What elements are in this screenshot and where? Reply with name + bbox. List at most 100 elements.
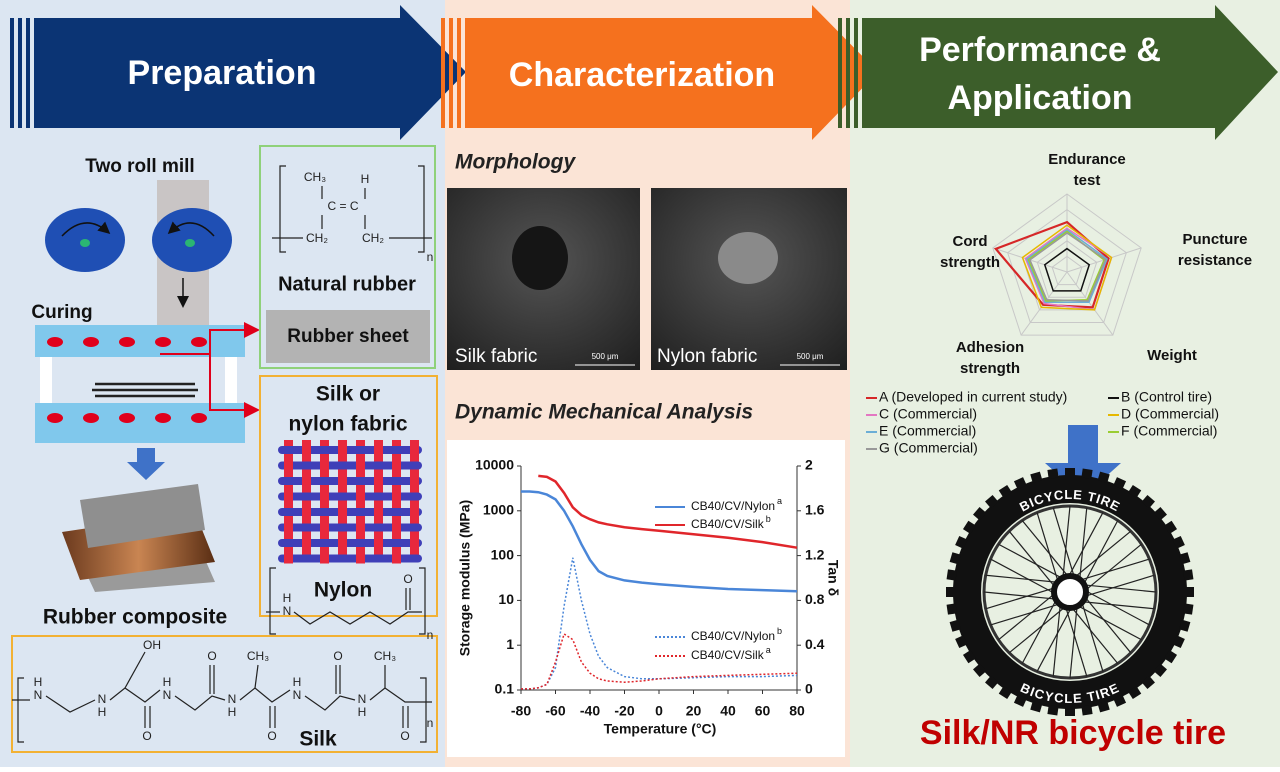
atom: H [293, 675, 302, 689]
y-tick-label: 10000 [475, 457, 514, 473]
yarn [338, 538, 347, 548]
connector [209, 354, 260, 418]
connector [160, 322, 260, 355]
legend-name: CB40/CV/Silk [691, 517, 765, 531]
box [259, 145, 436, 369]
spoke [1081, 601, 1104, 672]
x-tick-label: -60 [545, 703, 565, 719]
yarn [338, 440, 347, 562]
yarn [392, 491, 401, 502]
yarn [284, 460, 293, 471]
atom: H [98, 705, 107, 719]
yarn [278, 554, 422, 563]
fiber [512, 226, 568, 290]
yarn [410, 445, 419, 455]
spoke [1052, 603, 1061, 677]
y2-tick-label: 1.6 [805, 502, 825, 518]
scale: 500 μm [592, 352, 619, 361]
yarn [392, 460, 401, 471]
x-tick-label: 0 [655, 703, 663, 719]
atom: H [361, 172, 370, 186]
radar-series [1021, 224, 1113, 311]
structure [266, 567, 426, 635]
spoke [1084, 543, 1142, 592]
grid-ring [1007, 208, 1127, 323]
yarn [278, 539, 422, 547]
yarn [374, 476, 383, 486]
yarn [410, 507, 419, 517]
yarn [278, 508, 422, 516]
y-tick-label: 1000 [483, 502, 514, 518]
series-line [521, 632, 798, 690]
legend-entry: D (Commercial) [1121, 406, 1219, 422]
tread [1127, 484, 1142, 498]
legend-name: CB40/CV/Nylon [691, 629, 775, 643]
yarn [320, 553, 329, 564]
yarn [410, 440, 419, 562]
spoke [1070, 606, 1119, 664]
tread [1113, 694, 1127, 707]
yarn [338, 476, 347, 486]
spoke [1062, 505, 1071, 579]
arrow [127, 448, 165, 480]
yarn [278, 523, 422, 532]
rubber-sheet [266, 310, 430, 363]
atom: OH [143, 638, 161, 652]
tread [998, 686, 1013, 700]
spoke [1036, 606, 1073, 672]
panel-title: Performance & [919, 31, 1161, 69]
yarn [320, 522, 329, 533]
box [11, 635, 438, 753]
legend-superscript: a [766, 645, 771, 655]
tread [1153, 663, 1167, 677]
tread [1164, 649, 1178, 664]
hub [1051, 573, 1089, 611]
y-tick-label: 0.1 [495, 681, 515, 697]
tread [1183, 603, 1194, 615]
yarn [374, 440, 383, 562]
y-axis-label: Storage modulus (MPa) [457, 500, 473, 656]
legend-entry: G (Commercial) [879, 440, 978, 456]
atom: CH₂ [306, 231, 328, 245]
tread [962, 649, 976, 664]
yarn [278, 461, 422, 470]
axis-label: Adhesion [956, 339, 1024, 356]
series-line [538, 474, 798, 549]
yarn [410, 476, 419, 486]
spoke [998, 592, 1056, 641]
spoke [1073, 530, 1132, 579]
caption: Nylon fabric [657, 346, 757, 367]
yarn [302, 440, 311, 562]
section-title: Morphology [455, 151, 576, 174]
spoke [1079, 558, 1150, 581]
tread [955, 635, 968, 649]
tread [949, 552, 962, 565]
dma-chart: -80 -60 -40 -20 0 20 40 60 800.11101001000100000… [475, 457, 825, 719]
axis-label: strength [940, 254, 1000, 271]
radar-series [1043, 247, 1091, 292]
y-tick-label: 100 [491, 546, 515, 562]
legend-superscript: b [766, 514, 771, 524]
heaters [47, 337, 207, 423]
tread [962, 520, 976, 535]
label: Natural rubber [278, 273, 416, 295]
spoke [1084, 589, 1150, 626]
tread [946, 569, 957, 581]
yarn [284, 491, 293, 502]
y2-tick-label: 0.4 [805, 636, 825, 652]
yarn [278, 477, 422, 485]
x-tick-label: -80 [511, 703, 531, 719]
legend-entry: F (Commercial) [1121, 423, 1217, 439]
x-tick-label: 40 [720, 703, 736, 719]
label: Rubber composite [43, 606, 227, 629]
legend-entry: B (Control tire) [1121, 389, 1212, 405]
tread [973, 663, 987, 677]
spoke [1036, 512, 1059, 583]
tread [955, 535, 968, 549]
spoke [1052, 507, 1076, 578]
tire [946, 468, 1194, 716]
spoke [998, 543, 1064, 580]
header-arrow [10, 5, 466, 140]
legend-superscript: a [777, 496, 782, 506]
rotation [167, 221, 215, 237]
